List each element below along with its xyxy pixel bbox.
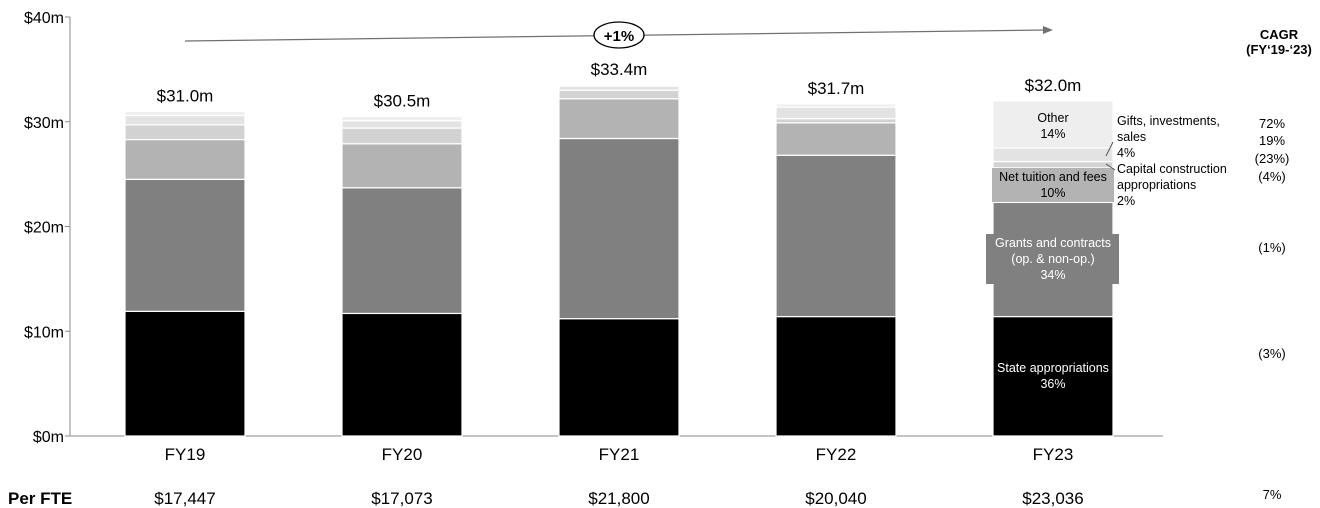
bar-segment: [341, 115, 463, 122]
fy23-capital-label: Capital construction: [1117, 162, 1227, 176]
x-tick-label: FY22: [816, 445, 857, 464]
trend-label: +1%: [604, 28, 634, 45]
bar-segment: [341, 187, 463, 315]
cagr-value: 19%: [1259, 133, 1285, 148]
bar-segment: [124, 124, 246, 141]
per-fte-value: $23,036: [1022, 489, 1083, 508]
bars: [124, 84, 1114, 437]
bar-total-label: $31.0m: [157, 86, 214, 105]
bar-total-label: $30.5m: [374, 92, 431, 111]
fy23-capital-pct: 2%: [1117, 194, 1135, 208]
y-axis: $0m $10m $20m $30m $40m: [24, 10, 1163, 446]
bar-segment: [992, 100, 1114, 149]
fy23-other-pct: 14%: [1040, 127, 1065, 141]
fy23-state-pct: 36%: [1040, 377, 1065, 391]
cagr-header-line2: (FY‘19-‘23): [1246, 42, 1312, 57]
trend-badge: [593, 21, 645, 49]
bar-segment: [341, 143, 463, 189]
bar-segment: [775, 122, 897, 156]
bar-segment: [341, 312, 463, 437]
fy23-other-label: Other: [1037, 111, 1068, 125]
per-fte-label: Per FTE: [8, 489, 72, 508]
per-fte-value: $21,800: [588, 489, 649, 508]
fy23-capital-label-2: appropriations: [1117, 178, 1196, 192]
trend-arrowhead: [1043, 26, 1053, 34]
bar-segment: [992, 315, 1114, 437]
fy23-annotations: Other 14% Net tuition and fees 10% Grant…: [986, 111, 1227, 391]
per-fte-cagr: 7%: [1263, 487, 1282, 502]
x-tick-label: FY20: [382, 445, 423, 464]
bar-segment: [558, 89, 680, 100]
fy23-state-label: State appropriations: [997, 361, 1109, 375]
bar-total-label: $32.0m: [1025, 76, 1082, 95]
fy23-gifts-label-2: sales: [1117, 130, 1146, 144]
x-tick-label: FY23: [1033, 445, 1074, 464]
bar-segment: [124, 110, 246, 117]
fy23-gifts-label: Gifts, investments,: [1117, 114, 1220, 128]
bar-total-label: $31.7m: [808, 79, 865, 98]
bar-segment: [992, 160, 1114, 169]
bar-segment: [558, 137, 680, 320]
cagr-value: (1%): [1258, 240, 1285, 255]
bar-segment: [558, 98, 680, 140]
y-tick-label: $40m: [24, 10, 64, 27]
bar-segment: [124, 114, 246, 126]
bar-segment: [775, 154, 897, 318]
cagr-header-line1: CAGR: [1260, 27, 1299, 42]
fy23-grants-label: Grants and contracts: [995, 236, 1111, 250]
bar-segment: [341, 127, 463, 145]
y-tick-label: $10m: [24, 324, 64, 341]
y-tick-label: $30m: [24, 115, 64, 132]
bar-segment: [124, 310, 246, 437]
x-tick-label: FY21: [599, 445, 640, 464]
per-fte-value: $20,040: [805, 489, 866, 508]
fy23-capital-leader: [1105, 163, 1116, 171]
bar-segment: [775, 118, 897, 124]
per-fte-value: $17,073: [371, 489, 432, 508]
y-tick-label: $0m: [33, 429, 64, 446]
fy23-tuition-pct: 10%: [1040, 186, 1065, 200]
bar-segment: [558, 84, 680, 87]
bar-segment: [992, 147, 1114, 163]
fy23-tuition-label: Net tuition and fees: [999, 170, 1107, 184]
bar-segment: [775, 106, 897, 120]
fy23-grants-label-2: (op. & non-op.): [1011, 252, 1094, 266]
fy23-gifts-leader: [1105, 141, 1114, 157]
fy23-gifts-pct: 4%: [1117, 146, 1135, 160]
bar-segment: [558, 318, 680, 437]
fy23-tuition-label-bg: [992, 168, 1114, 202]
bar-segment: [775, 315, 897, 437]
bar-segment: [124, 138, 246, 180]
y-tick-label: $20m: [24, 220, 64, 237]
cagr-value: 72%: [1259, 116, 1285, 131]
fy23-grants-label-bg: [986, 234, 1119, 284]
bar-segment: [341, 120, 463, 129]
per-fte-value: $17,447: [154, 489, 215, 508]
labels: $31.0m FY19 $17,447 $30.5m FY20 $17,073 $33.4m…: [154, 60, 1083, 508]
bar-segment: [124, 178, 246, 312]
x-tick-label: FY19: [165, 445, 206, 464]
cagr-value: (3%): [1258, 346, 1285, 361]
cagr-value: (23%): [1255, 151, 1290, 166]
bar-segment: [558, 85, 680, 91]
cagr-value: (4%): [1258, 169, 1285, 184]
fy23-grants-pct: 34%: [1040, 268, 1065, 282]
bar-segment: [775, 103, 897, 108]
bar-total-label: $33.4m: [591, 60, 648, 79]
